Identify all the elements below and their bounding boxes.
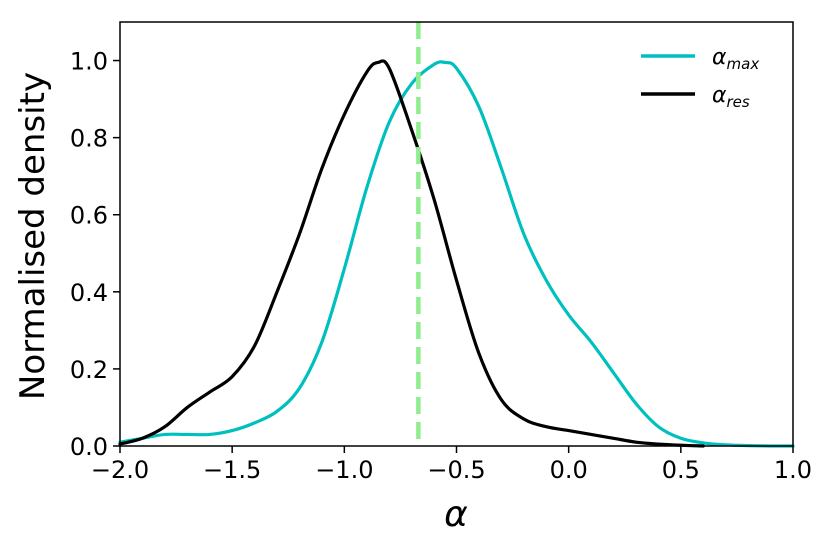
legend-label: αmax	[712, 45, 759, 73]
y-tick-label: 0.2	[70, 356, 108, 384]
legend-label: αres	[712, 83, 750, 111]
y-tick-label: 0.6	[70, 202, 108, 230]
x-tick-label: −0.5	[427, 456, 485, 484]
y-tick-label: 0.0	[70, 433, 108, 461]
legend-label-sub: res	[727, 93, 750, 111]
plot-frame	[119, 21, 794, 447]
x-tick-label: 0.5	[662, 456, 700, 484]
y-tick-label: 0.8	[70, 125, 108, 153]
y-tick-label: 1.0	[70, 48, 108, 76]
x-tick-label: −2.0	[91, 456, 149, 484]
plot-lines	[118, 22, 795, 448]
x-tick-label: −1.0	[315, 456, 373, 484]
x-tick-label: −1.5	[203, 456, 261, 484]
series-line-res	[118, 59, 705, 448]
legend-label-sub: max	[727, 55, 760, 73]
legend-label-main: α	[712, 83, 727, 108]
x-tick-label: 1.0	[774, 456, 812, 484]
y-axis-label: Normalised density	[13, 72, 53, 400]
x-tick-label: 0.0	[550, 456, 588, 484]
legend-label-main: α	[712, 45, 727, 70]
x-axis-label: α	[444, 494, 468, 535]
axis-ticks: −2.0 −1.5 −1.0 −0.5 0.0 0.5 1.0 0.0 0.2 0.4 0.6 0.8…	[70, 48, 812, 484]
y-tick-label: 0.4	[70, 279, 108, 307]
series-line-max	[118, 60, 795, 448]
